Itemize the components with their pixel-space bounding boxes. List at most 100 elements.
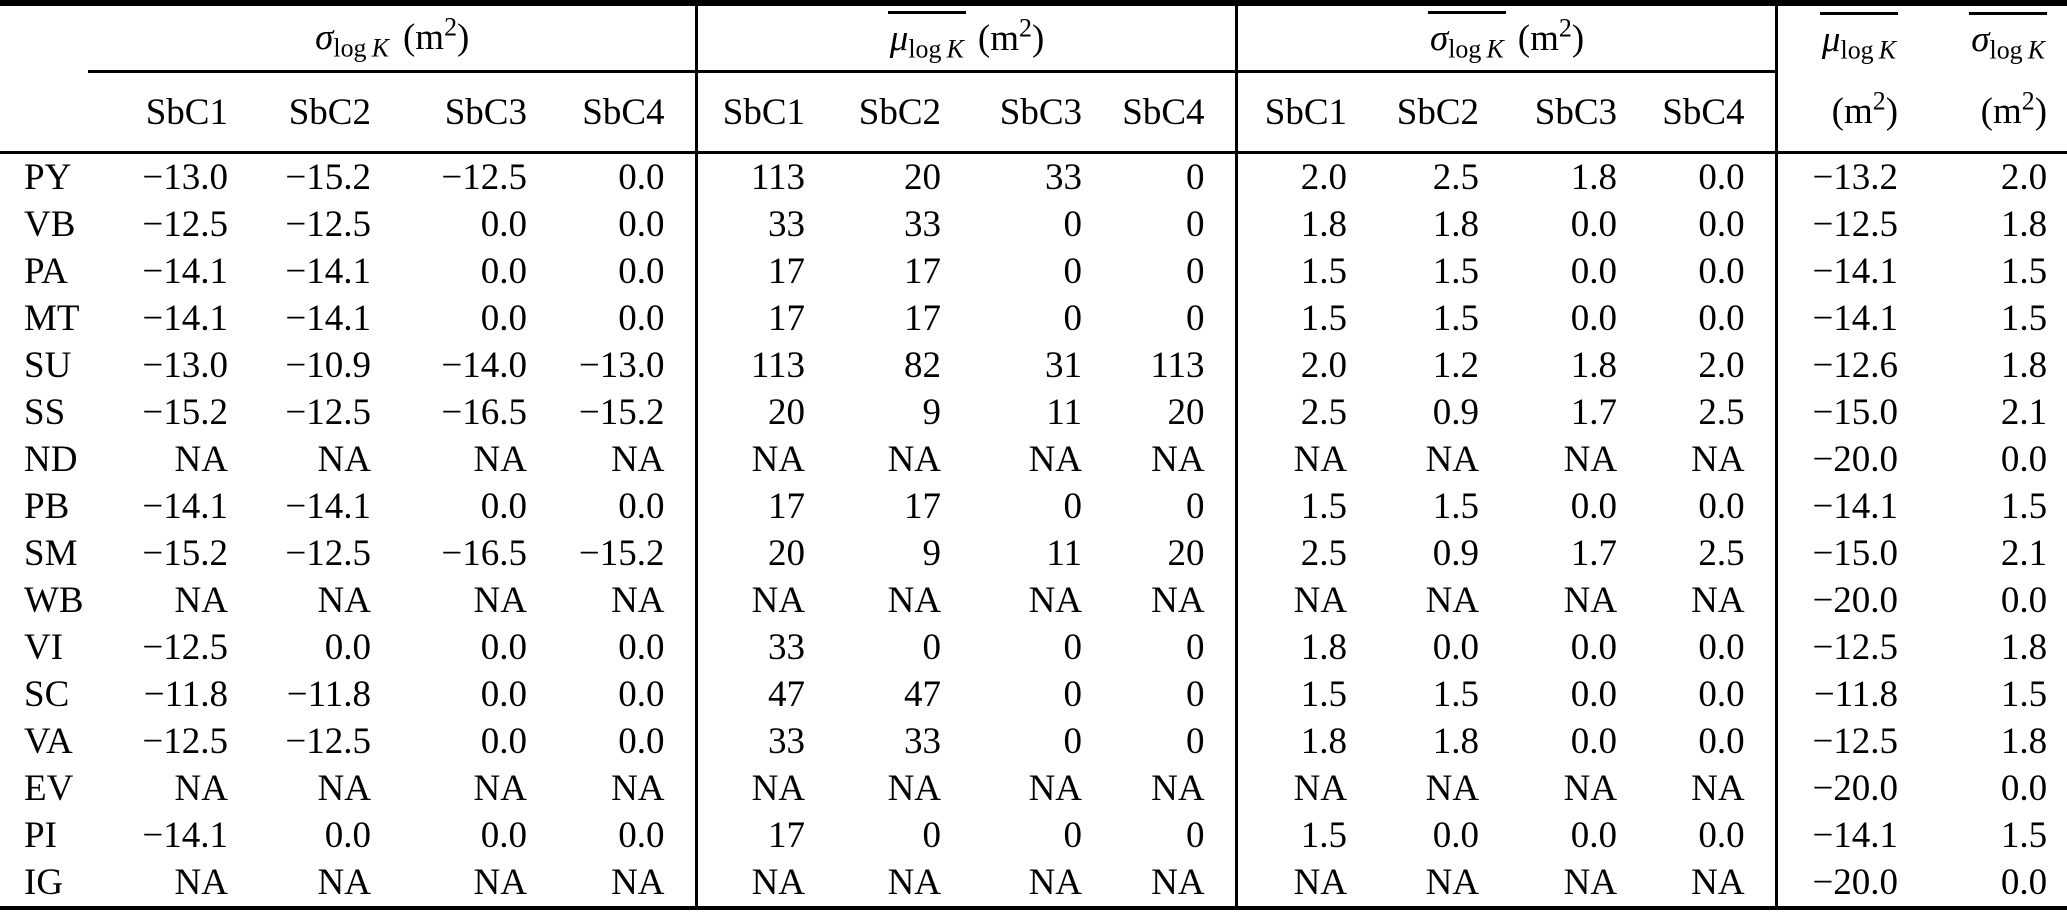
value-cell: 0	[1094, 812, 1238, 859]
value-cell: NA	[1563, 439, 1618, 480]
value-cell: 0.0	[2000, 862, 2048, 903]
greek-symbol: μ	[889, 18, 909, 60]
value-cell: NA	[1028, 580, 1083, 621]
value-cell: −12.6	[1812, 345, 1899, 386]
table-row: ND NA NA NA NA NA NA NA NA NA NA NA NA −20.0 0.0	[0, 436, 2067, 483]
value-cell: −14.1	[285, 298, 371, 339]
value-cell: NA	[539, 436, 698, 483]
unit-label: (m2)	[1980, 86, 2048, 132]
value-cell: −12.5	[285, 204, 371, 245]
value-cell: 0.0	[480, 815, 527, 856]
value-cell: 11	[1046, 533, 1083, 574]
value-cell: 1.5	[2000, 674, 2048, 715]
table-row: EV NA NA NA NA NA NA NA NA NA NA NA NA −20.0 0.0	[0, 765, 2067, 812]
value-cell: 0.0	[1570, 721, 1618, 762]
value-cell: 0.0	[1629, 624, 1778, 671]
value-cell: 0.0	[480, 204, 527, 245]
value-cell: NA	[887, 580, 942, 621]
value-cell: 0.0	[1570, 486, 1618, 527]
value-cell: 0.0	[2000, 439, 2048, 480]
row-label: VB	[24, 204, 76, 245]
value-cell: 17	[768, 298, 806, 339]
value-cell: 33	[768, 627, 806, 668]
value-cell: 47	[904, 674, 942, 715]
value-cell: 0.0	[480, 251, 527, 292]
unit-label: (m2)	[1517, 14, 1585, 60]
value-cell: 1.8	[1570, 157, 1618, 198]
value-cell: 0.0	[480, 627, 527, 668]
value-cell: 0	[1063, 486, 1083, 527]
value-cell: 2.1	[2000, 533, 2048, 574]
value-cell: 2.5	[1300, 392, 1348, 433]
value-cell: 0.0	[1629, 248, 1778, 295]
value-cell: 11	[1046, 392, 1083, 433]
value-cell: NA	[317, 768, 371, 809]
value-cell: 1.8	[1300, 721, 1348, 762]
value-cell: 17	[904, 298, 942, 339]
value-cell: 1.8	[1300, 627, 1348, 668]
value-cell: NA	[1563, 580, 1618, 621]
value-cell: 17	[768, 251, 806, 292]
subscript: log K	[1989, 35, 2046, 65]
value-cell: −15.2	[142, 533, 228, 574]
unit-label: (m2)	[977, 14, 1045, 60]
value-cell: −12.5	[1812, 204, 1899, 245]
value-cell: −14.1	[1812, 815, 1899, 856]
table-row: PA −14.1 −14.1 0.0 0.0 17 17 0 0 1.5 1.5 0.0 0.0 −14.…	[0, 248, 2067, 295]
value-cell: −14.1	[142, 251, 228, 292]
value-cell: 0.0	[539, 295, 698, 342]
table-row: WB NA NA NA NA NA NA NA NA NA NA NA NA −20.0 0.0	[0, 577, 2067, 624]
value-cell: NA	[473, 768, 527, 809]
subcol-header: SbC3	[383, 71, 539, 154]
value-cell: NA	[887, 768, 942, 809]
value-cell: 0.0	[1570, 674, 1618, 715]
value-cell: NA	[1563, 862, 1618, 903]
unit-label: (m2)	[1831, 86, 1899, 132]
value-cell: 1.5	[1432, 251, 1480, 292]
value-cell: −16.5	[441, 392, 527, 433]
value-cell: 0	[1094, 295, 1238, 342]
summary-header-1: σlog K	[1910, 3, 2067, 72]
value-cell: NA	[1028, 768, 1083, 809]
value-cell: 0.0	[1570, 627, 1618, 668]
value-cell: NA	[751, 439, 806, 480]
value-cell: −12.5	[142, 627, 228, 668]
value-cell: 1.5	[1300, 815, 1348, 856]
greek-symbol: σ	[1971, 19, 1990, 61]
value-cell: −20.0	[1812, 439, 1899, 480]
symbol: σlog K	[313, 13, 391, 63]
value-cell: −12.5	[285, 392, 371, 433]
value-cell: 0	[1063, 204, 1083, 245]
value-cell: 1.5	[1300, 298, 1348, 339]
table-row: SC −11.8 −11.8 0.0 0.0 47 47 0 0 1.5 1.5 0.0 0.0 −11.…	[0, 671, 2067, 718]
value-cell: 0	[1063, 298, 1083, 339]
value-cell: 1.5	[2000, 251, 2048, 292]
value-cell: 0.0	[539, 718, 698, 765]
value-cell: −15.2	[539, 530, 698, 577]
value-cell: 0.0	[1432, 815, 1480, 856]
value-cell: NA	[539, 765, 698, 812]
value-cell: NA	[1425, 862, 1480, 903]
value-cell: NA	[317, 580, 371, 621]
greek-symbol: σ	[1429, 18, 1449, 60]
value-cell: 0	[1094, 201, 1238, 248]
value-cell: 31	[1045, 345, 1083, 386]
value-cell: 47	[768, 674, 806, 715]
value-cell: 0	[1094, 483, 1238, 530]
value-cell: 0	[1063, 627, 1083, 668]
group-header-0: σlog K (m2)	[88, 3, 698, 73]
math-title: μlog K	[1819, 12, 1899, 64]
row-label: PY	[24, 157, 72, 198]
value-cell: 0	[1094, 624, 1238, 671]
value-cell: 0.0	[539, 624, 698, 671]
value-cell: −12.5	[285, 721, 371, 762]
subcol-header: SbC1	[88, 71, 240, 154]
value-cell: −14.1	[142, 298, 228, 339]
value-cell: 2.5	[1629, 389, 1778, 436]
value-cell: 1.7	[1570, 533, 1618, 574]
value-cell: NA	[1028, 862, 1083, 903]
value-cell: 20	[1094, 389, 1238, 436]
value-cell: 1.8	[2000, 721, 2048, 762]
